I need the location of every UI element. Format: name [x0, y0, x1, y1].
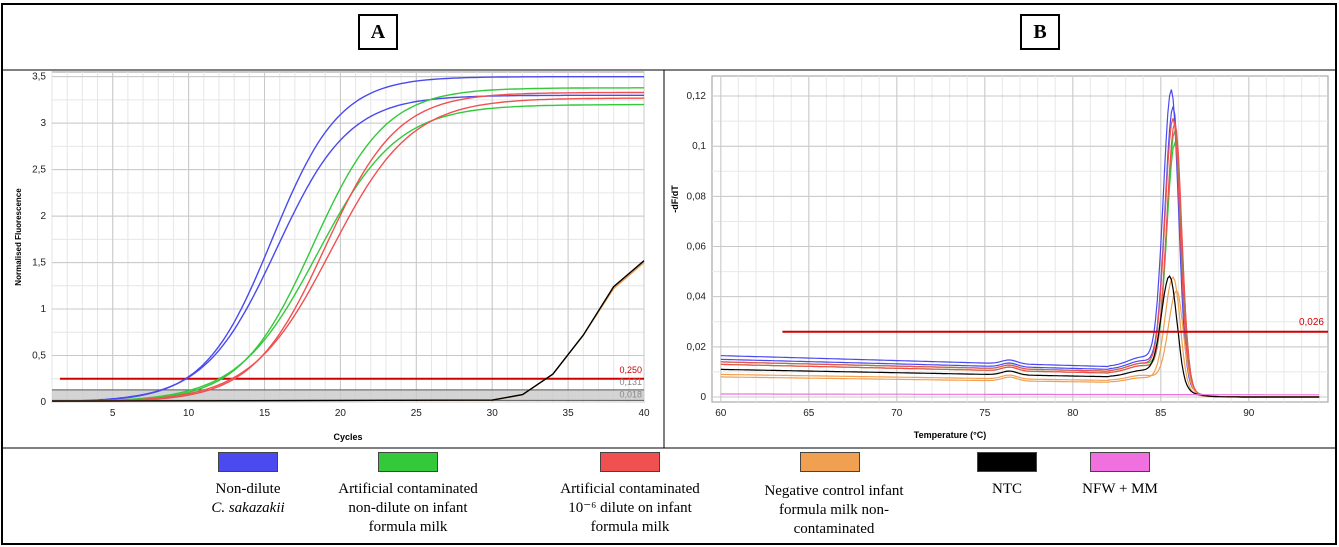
legend-label-negative-control: Negative control infant formula milk non…	[744, 482, 924, 539]
legend-label-line: 10⁻⁶ dilute on infant	[568, 500, 692, 516]
legend-swatch-ntc	[977, 452, 1037, 472]
legend-label-line: NTC	[992, 481, 1022, 497]
legend-label-line: Non-dilute	[215, 481, 281, 497]
threshold-label: 0,250	[619, 365, 642, 375]
threshold-label: 0,131	[619, 377, 642, 387]
y-tick-label: 1	[40, 304, 46, 315]
panel-label-b: B	[1020, 14, 1060, 50]
plot-area	[51, 71, 645, 403]
y-axis-label: Normalised Fluorescence	[14, 188, 23, 286]
x-axis-label: Temperature (°C)	[914, 430, 986, 440]
y-tick-label: 2,5	[32, 165, 46, 176]
legend-label-line: formula milk	[590, 519, 670, 535]
amplification-curve	[51, 260, 645, 402]
amplification-curve	[52, 97, 645, 402]
y-tick-label: 1,5	[32, 258, 46, 269]
x-tick-label: 70	[891, 408, 903, 419]
x-tick-label: 15	[259, 408, 271, 419]
legend-swatch-nondilute	[218, 452, 278, 472]
amplification-curve	[52, 91, 644, 402]
legend-label-line: Artificial contaminated	[338, 481, 478, 497]
legend-label-line: Artificial contaminated	[560, 481, 700, 497]
y-tick-label: 3,5	[32, 72, 46, 83]
amplification-chart: 0,250 0,131 0,018 5 10 15 20 25 30 35 40 0 0,5 1 1,5 2 2…	[14, 71, 650, 442]
x-tick-label: 20	[335, 408, 347, 419]
y-tick-label: 0,5	[32, 351, 46, 362]
y-axis-label: -dF/dT	[670, 185, 680, 213]
x-tick-label: 90	[1243, 408, 1255, 419]
threshold-band	[52, 389, 644, 401]
y-tick-label: 3	[40, 118, 46, 129]
x-tick-label: 40	[638, 408, 650, 419]
y-tick-label: 0,02	[687, 342, 707, 353]
legend-label-line: contaminated	[793, 521, 875, 537]
legend-label-line: formula milk non-	[779, 502, 889, 518]
x-tick-label: 30	[487, 408, 499, 419]
legend-swatch-negative-control	[800, 452, 860, 472]
legend-swatch-artificial-nondilute	[378, 452, 438, 472]
x-tick-label: 35	[563, 408, 575, 419]
y-tick-label: 0,04	[687, 292, 707, 303]
y-tick-label: 0,06	[687, 242, 707, 253]
legend-label-line: NFW + MM	[1082, 481, 1158, 497]
y-tick-label: 0	[700, 392, 706, 403]
legend-label-ntc: NTC	[967, 480, 1047, 499]
legend-label-nondilute: Non-dilute C. sakazakii	[180, 480, 316, 518]
y-tick-label: 0	[40, 397, 46, 408]
y-tick-label: 0,12	[687, 91, 707, 102]
legend-swatch-artificial-dilute	[600, 452, 660, 472]
y-tick-label: 2	[40, 211, 46, 222]
x-tick-label: 75	[979, 408, 991, 419]
x-tick-label: 10	[183, 408, 195, 419]
x-axis-label: Cycles	[333, 432, 362, 442]
legend-swatch-nfw-mm	[1090, 452, 1150, 472]
threshold-label: 0,026	[1299, 317, 1324, 328]
melt-curve	[720, 393, 1320, 396]
amplification-curve	[52, 94, 644, 402]
y-tick-label: 0,1	[692, 141, 706, 152]
threshold-label: 0,018	[619, 389, 642, 399]
legend-label-line: Negative control infant	[764, 483, 904, 499]
legend-label-artificial-dilute: Artificial contaminated 10⁻⁶ dilute on i…	[538, 480, 722, 537]
legend-label-artificial-nondilute: Artificial contaminated non-dilute on in…	[318, 480, 498, 537]
legend-label-line: non-dilute on infant	[348, 500, 468, 516]
x-tick-label: 65	[803, 408, 815, 419]
y-tick-label: 0,08	[687, 191, 707, 202]
melt-curve	[720, 275, 1320, 398]
legend-label-line: formula milk	[368, 519, 448, 535]
x-tick-label: 80	[1067, 408, 1079, 419]
legend-label-line: C. sakazakii	[211, 500, 285, 516]
x-tick-label: 60	[715, 408, 727, 419]
legend-label-nfw-mm: NFW + MM	[1070, 480, 1170, 499]
x-tick-label: 25	[411, 408, 423, 419]
x-tick-label: 5	[110, 408, 116, 419]
melt-curve-chart: 0,026 60 65 70 75 80 85 90 0 0,02 0,04 0,06 0,08 0,1 0…	[670, 75, 1329, 440]
x-tick-label: 85	[1155, 408, 1167, 419]
panel-label-a: A	[358, 14, 398, 50]
